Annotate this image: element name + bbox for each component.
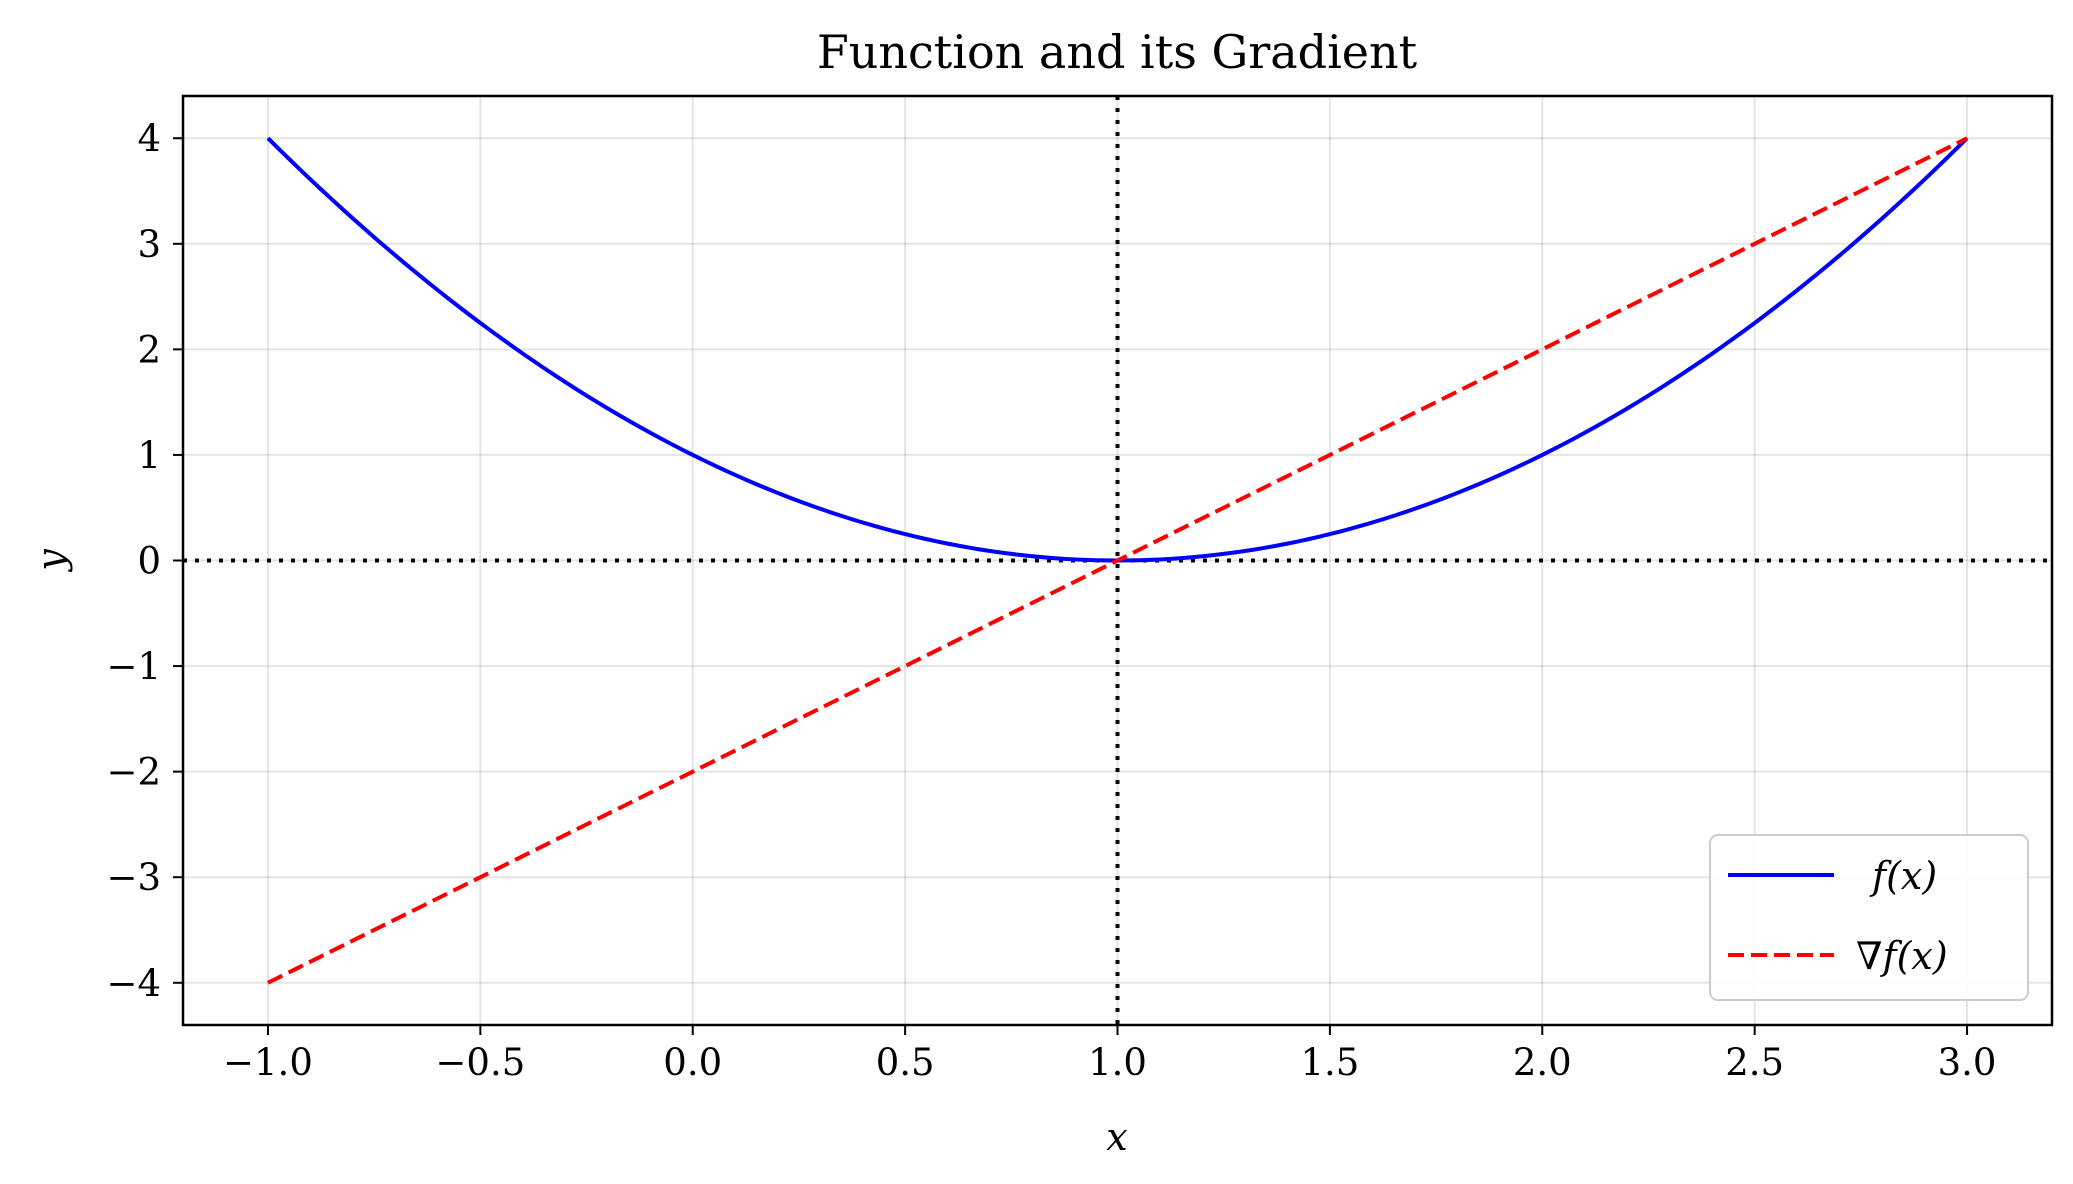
y-axis-label: y — [29, 549, 73, 573]
y-tick-label: −4 — [106, 962, 161, 1005]
x-axis-label: x — [1106, 1115, 1127, 1159]
series-line-gradient — [267, 136, 1968, 985]
x-tick-label: 1.0 — [1088, 1041, 1147, 1084]
x-tick-label: 2.0 — [1513, 1041, 1572, 1084]
y-tick-label: 1 — [137, 434, 161, 477]
x-tick-label: −1.0 — [223, 1041, 313, 1084]
legend: f(x) ∇f(x) — [1709, 834, 2029, 1001]
y-tick-label: 0 — [137, 540, 161, 583]
x-tick-label: 0.0 — [663, 1041, 722, 1084]
y-axis-ticks: −4 −3 −2 −1 0 1 2 3 4 — [106, 117, 183, 1005]
y-tick-label: −2 — [106, 751, 161, 794]
x-tick-label: 2.5 — [1725, 1041, 1784, 1084]
x-tick-label: 0.5 — [876, 1041, 935, 1084]
y-tick-label: −3 — [106, 856, 161, 899]
x-axis-ticks: −1.0 −0.5 0.0 0.5 1.0 1.5 2.0 2.5 3.0 — [223, 1025, 1996, 1084]
y-tick-label: 3 — [137, 223, 161, 266]
y-tick-label: −1 — [106, 645, 161, 688]
x-tick-label: −0.5 — [435, 1041, 525, 1084]
y-tick-label: 4 — [137, 117, 161, 160]
series-layer — [266, 136, 1969, 985]
legend-label-grad: ∇f(x) — [1856, 934, 1948, 978]
legend-label-f: f(x) — [1869, 854, 1937, 898]
x-tick-label: 1.5 — [1300, 1041, 1359, 1084]
x-tick-label: 3.0 — [1938, 1041, 1997, 1084]
chart-title: Function and its Gradient — [817, 25, 1418, 79]
y-tick-label: 2 — [137, 328, 161, 371]
